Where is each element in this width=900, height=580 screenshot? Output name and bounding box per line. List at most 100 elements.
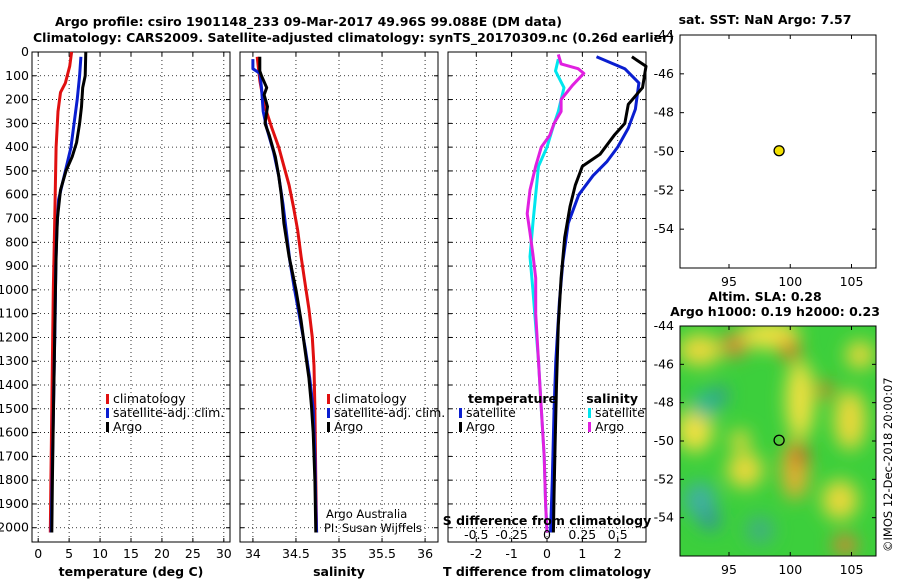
sla-map-title: Altim. SLA: 0.28 xyxy=(708,289,821,304)
sst-map-title: sat. SST: NaN Argo: 7.57 xyxy=(679,12,852,27)
y-tick-label: -52 xyxy=(654,182,674,197)
y-tick-label: 0 xyxy=(21,44,29,59)
y-tick-label: 1800 xyxy=(0,472,29,487)
legend-T-satellite-label: satellite xyxy=(466,405,516,420)
sst-map-panel: 95 100 105 -44 -46 -48 -50 -52 -54 xyxy=(654,27,877,289)
legend-satellite-adj-label: satellite-adj. clim. xyxy=(334,405,445,420)
x2-tick-label: 0.25 xyxy=(568,527,596,542)
sla-anomaly xyxy=(680,408,713,452)
y-tick-label: 700 xyxy=(5,211,29,226)
sla-anomaly xyxy=(730,430,750,450)
series-line-argo xyxy=(50,51,88,533)
x-tick-label: 36 xyxy=(417,546,433,561)
series-line-argo xyxy=(258,56,318,533)
x-tick-label: 20 xyxy=(154,546,170,561)
y-tick-label: 1700 xyxy=(0,448,29,463)
y-tick-label: -50 xyxy=(654,433,674,448)
x-tick-label: 34 xyxy=(245,546,261,561)
y-tick-label: 100 xyxy=(5,68,29,83)
y-tick-label: 1500 xyxy=(0,401,29,416)
x-tick-label: 0 xyxy=(543,546,551,561)
x-tick-label: 100 xyxy=(778,274,802,289)
x-tick-label: 25 xyxy=(185,546,201,561)
sla-anomaly xyxy=(792,445,808,465)
y-tick-label: 1400 xyxy=(0,377,29,392)
x2-tick-label: -0.5 xyxy=(464,527,488,542)
x-tick-label: 1 xyxy=(578,546,586,561)
legend-climatology-swatch xyxy=(106,394,109,404)
legend-salinity-title: salinity xyxy=(586,391,638,406)
legend-satellite-adj-label: satellite-adj. clim. xyxy=(113,405,224,420)
sla-map-subtitle: Argo h1000: 0.19 h2000: 0.23 xyxy=(670,304,880,319)
legend-climatology-swatch xyxy=(327,394,330,404)
legend-argo-label: Argo xyxy=(334,419,363,434)
legend-S-satellite-swatch xyxy=(588,408,591,418)
y-tick-label: 1100 xyxy=(0,306,29,321)
sla-anomaly xyxy=(723,333,747,357)
legend-S-argo-label: Argo xyxy=(595,419,624,434)
y-tick-label: 400 xyxy=(5,139,29,154)
x-tick-label: 34.5 xyxy=(282,546,310,561)
imos-stamp: ©IMOS 12-Dec-2018 20:00:07 xyxy=(881,377,895,552)
argo-location-marker xyxy=(773,145,785,157)
x-tick-label: 95 xyxy=(721,274,737,289)
legend-argo-swatch xyxy=(106,422,109,432)
x-tick-label: 105 xyxy=(840,274,864,289)
y-tick-label: -44 xyxy=(654,318,674,333)
sla-anomaly xyxy=(712,387,728,403)
sla-anomaly xyxy=(727,452,763,488)
x-tick-label: -1 xyxy=(505,546,517,561)
x-tick-label: 105 xyxy=(840,562,864,577)
x-tick-label: 10 xyxy=(92,546,108,561)
series-line-T-argo xyxy=(551,55,648,533)
sla-anomaly xyxy=(680,334,722,366)
legend-satellite-adj-swatch xyxy=(106,408,109,418)
sla-anomaly xyxy=(691,391,719,419)
sla-anomaly xyxy=(786,360,814,440)
y-tick-label: -52 xyxy=(654,471,674,486)
x-tick-label: -2 xyxy=(470,546,482,561)
x-tick-label: 30 xyxy=(216,546,232,561)
x-tick-label: 2 xyxy=(614,546,622,561)
x2-tick-label: 0 xyxy=(543,527,551,542)
figure-title-line2: Climatology: CARS2009. Satellite-adjuste… xyxy=(33,30,674,46)
x-tick-label: 35.5 xyxy=(368,546,396,561)
x-axis-label: T difference from climatology xyxy=(443,564,651,579)
legend-climatology-label: climatology xyxy=(113,391,186,406)
y-tick-label: -48 xyxy=(654,105,674,120)
legend-T-argo-swatch xyxy=(459,422,462,432)
series-line-S-argo xyxy=(525,53,586,533)
sla-anomaly xyxy=(846,341,874,369)
legend-temperature-title: temperature xyxy=(468,391,557,406)
credit-pi: PI: Susan Wijffels xyxy=(324,521,422,535)
x2-tick-label: -0.25 xyxy=(495,527,527,542)
y-tick-label: 200 xyxy=(5,92,29,107)
x-tick-label: 35 xyxy=(331,546,347,561)
x2-axis-label: S difference from climatology xyxy=(443,513,652,528)
temperature-profile-panel: 0100200300400500600700800900100011001200… xyxy=(0,44,232,579)
x-tick-label: 15 xyxy=(123,546,139,561)
y-tick-label: 800 xyxy=(5,234,29,249)
sla-anomaly xyxy=(780,340,800,360)
x-tick-label: 5 xyxy=(65,546,73,561)
legend-S-satellite-label: satellite xyxy=(595,405,645,420)
legend-argo-swatch xyxy=(327,422,330,432)
sla-map-panel: 95 100 105 -44 -46 -48 -50 -52 -54 xyxy=(654,318,877,577)
legend-T-argo-label: Argo xyxy=(466,419,495,434)
sla-anomaly xyxy=(834,390,866,450)
y-tick-label: 1600 xyxy=(0,425,29,440)
legend-satellite-adj-swatch xyxy=(327,408,330,418)
x-axis-label: salinity xyxy=(313,564,365,579)
x-tick-label: 100 xyxy=(778,562,802,577)
y-tick-label: -44 xyxy=(654,27,674,42)
y-tick-label: -48 xyxy=(654,395,674,410)
y-tick-label: -54 xyxy=(654,221,674,236)
y-tick-label: -50 xyxy=(654,144,674,159)
credit-org: Argo Australia xyxy=(326,507,407,521)
y-tick-label: 1000 xyxy=(0,282,29,297)
y-tick-label: -46 xyxy=(654,356,674,371)
legend-argo-label: Argo xyxy=(113,419,142,434)
sla-anomaly xyxy=(833,535,857,555)
difference-profile-panel: -2 -1 0 1 2 T difference from climatology S di… xyxy=(443,51,652,579)
